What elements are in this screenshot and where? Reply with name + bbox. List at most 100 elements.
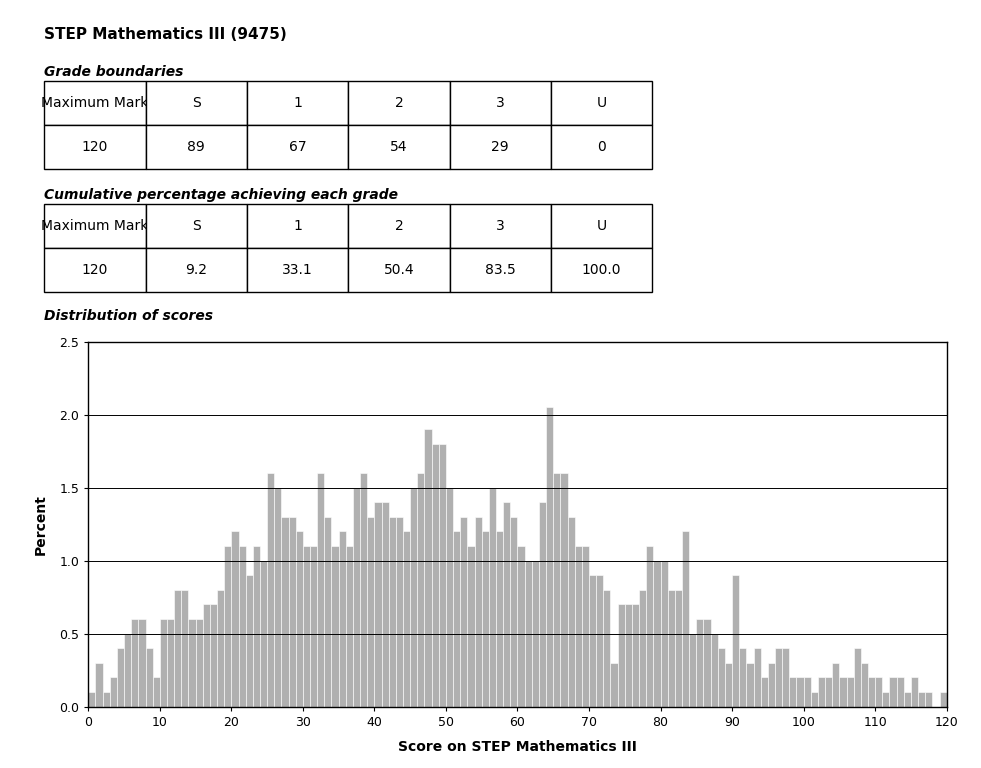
Bar — [295, 531, 303, 707]
Bar — [117, 648, 124, 707]
Bar — [446, 488, 453, 707]
Bar — [725, 663, 732, 707]
Bar — [346, 546, 353, 707]
Bar — [181, 590, 188, 707]
Bar — [88, 692, 95, 707]
Bar — [195, 619, 203, 707]
Bar — [467, 546, 475, 707]
Bar — [95, 663, 103, 707]
Bar — [697, 619, 703, 707]
Bar — [382, 502, 388, 707]
Bar — [367, 517, 375, 707]
Bar — [360, 473, 367, 707]
Bar — [145, 648, 153, 707]
Bar — [596, 575, 603, 707]
Bar — [510, 517, 518, 707]
Bar — [660, 561, 668, 707]
Text: STEP Mathematics III (9475): STEP Mathematics III (9475) — [44, 27, 286, 42]
Bar — [317, 473, 325, 707]
Bar — [632, 604, 639, 707]
Bar — [897, 677, 904, 707]
Bar — [568, 517, 575, 707]
Bar — [560, 473, 568, 707]
Bar — [668, 590, 675, 707]
Bar — [875, 677, 882, 707]
Bar — [410, 488, 417, 707]
Bar — [124, 634, 131, 707]
Bar — [332, 546, 338, 707]
Bar — [396, 517, 403, 707]
Bar — [797, 677, 803, 707]
Text: Grade boundaries: Grade boundaries — [44, 65, 183, 79]
Bar — [868, 677, 875, 707]
Bar — [653, 561, 660, 707]
Bar — [160, 619, 167, 707]
Bar — [167, 619, 175, 707]
Bar — [310, 546, 317, 707]
Bar — [904, 692, 911, 707]
Bar — [338, 531, 345, 707]
Bar — [175, 590, 181, 707]
Bar — [288, 517, 295, 707]
Bar — [890, 677, 897, 707]
Bar — [325, 517, 332, 707]
Bar — [403, 531, 410, 707]
Bar — [153, 677, 160, 707]
Bar — [425, 429, 432, 707]
Y-axis label: Percent: Percent — [34, 494, 48, 554]
Bar — [539, 502, 546, 707]
Bar — [582, 546, 589, 707]
Bar — [232, 531, 238, 707]
Bar — [825, 677, 832, 707]
Bar — [131, 619, 138, 707]
Bar — [911, 677, 918, 707]
Bar — [718, 648, 725, 707]
Bar — [753, 648, 760, 707]
Bar — [496, 531, 503, 707]
Bar — [353, 488, 360, 707]
Bar — [703, 619, 710, 707]
Bar — [675, 590, 682, 707]
Bar — [618, 604, 625, 707]
Bar — [417, 473, 425, 707]
Bar — [303, 546, 310, 707]
Bar — [803, 677, 810, 707]
Bar — [790, 677, 797, 707]
Bar — [775, 648, 782, 707]
Bar — [740, 648, 747, 707]
Bar — [861, 663, 868, 707]
Bar — [768, 663, 775, 707]
Bar — [532, 561, 539, 707]
Bar — [782, 648, 790, 707]
Bar — [832, 663, 840, 707]
Bar — [188, 619, 195, 707]
Bar — [282, 517, 288, 707]
Bar — [217, 590, 225, 707]
Bar — [489, 488, 496, 707]
Bar — [603, 590, 610, 707]
Bar — [260, 561, 267, 707]
Bar — [253, 546, 260, 707]
Bar — [225, 546, 232, 707]
Bar — [375, 502, 382, 707]
Bar — [388, 517, 396, 707]
Bar — [553, 473, 560, 707]
Bar — [518, 546, 525, 707]
Bar — [847, 677, 853, 707]
Bar — [639, 590, 646, 707]
Bar — [940, 692, 947, 707]
Bar — [760, 677, 768, 707]
Bar — [546, 408, 553, 707]
Bar — [267, 473, 275, 707]
Bar — [275, 488, 282, 707]
Bar — [110, 677, 117, 707]
Bar — [646, 546, 653, 707]
Bar — [460, 517, 467, 707]
Text: Cumulative percentage achieving each grade: Cumulative percentage achieving each gra… — [44, 188, 398, 202]
Bar — [432, 444, 439, 707]
Bar — [589, 575, 596, 707]
Bar — [475, 517, 482, 707]
Bar — [610, 663, 618, 707]
Bar — [818, 677, 825, 707]
Bar — [810, 692, 818, 707]
